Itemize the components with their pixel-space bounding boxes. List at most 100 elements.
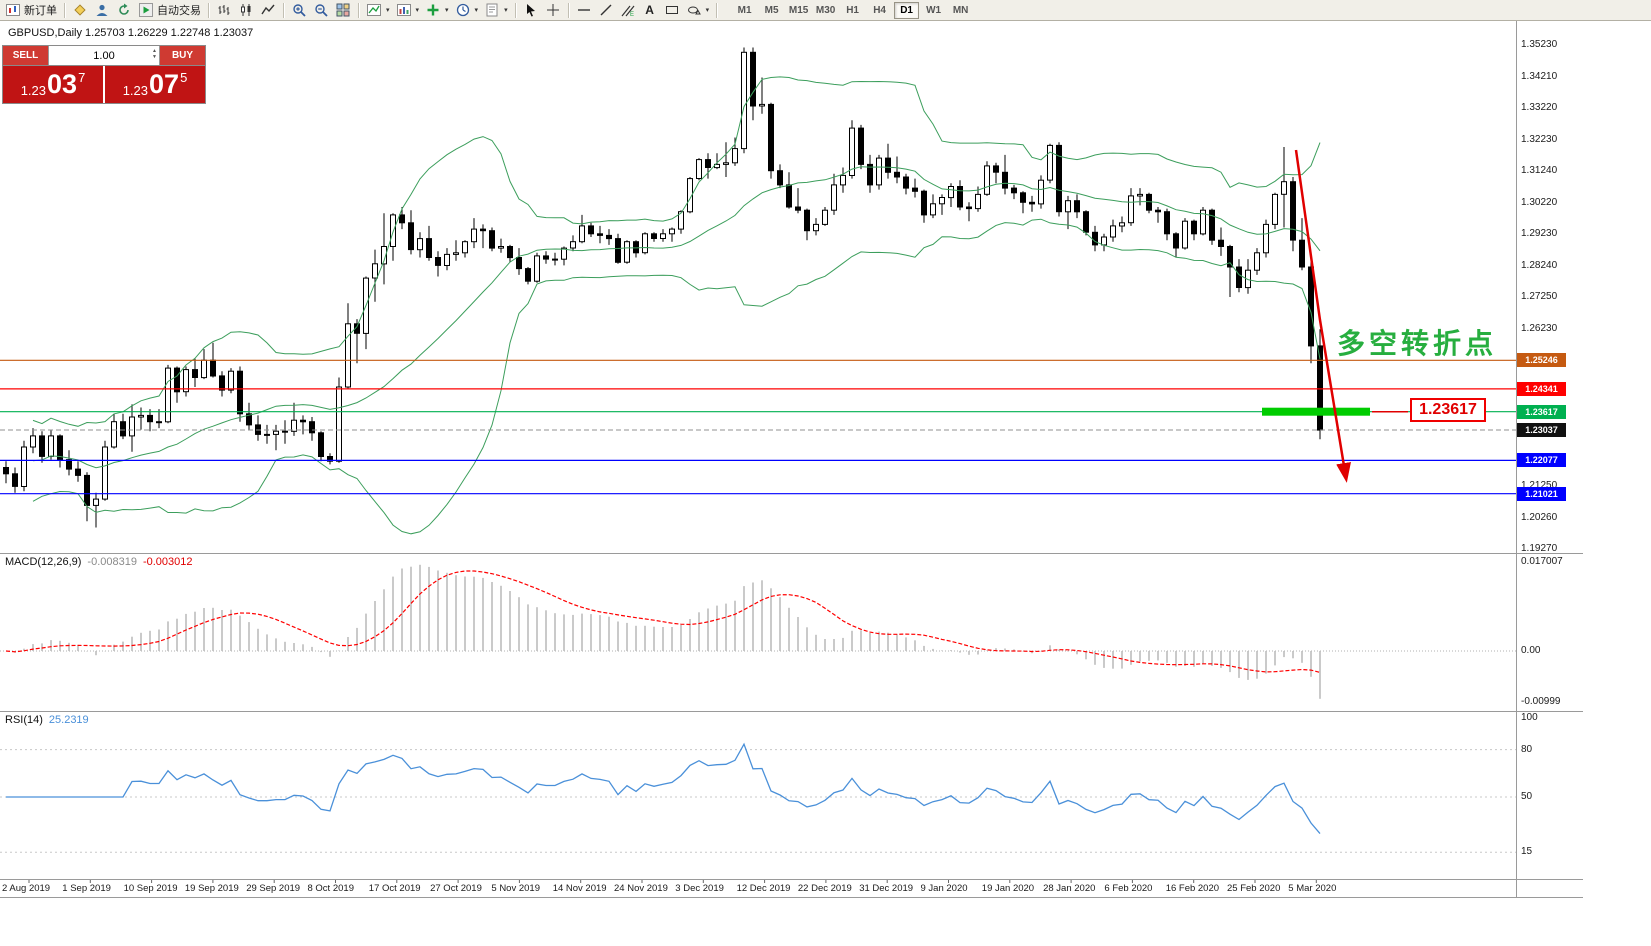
toolbar-separator [358, 2, 359, 18]
rsi-name: RSI(14) [5, 714, 43, 726]
timeframe-button-d1[interactable]: D1 [894, 1, 920, 19]
timeframe-button-m15[interactable]: M15 [788, 4, 809, 16]
indicators-icon [366, 2, 382, 18]
templates-icon [484, 2, 500, 18]
line-chart-icon [260, 2, 276, 18]
refresh-button[interactable] [113, 1, 135, 20]
zoom-in-button[interactable] [288, 1, 310, 20]
candlestick-chart-icon [238, 2, 254, 18]
buy-button[interactable]: BUY [160, 46, 205, 65]
date-axis-border [0, 879, 1583, 880]
toolbar-separator [514, 2, 516, 18]
profiles-icon [94, 2, 110, 18]
zoom-in-icon [291, 2, 307, 18]
text-icon: A [645, 3, 654, 17]
new-order-button[interactable]: 新订单 [2, 1, 60, 20]
candlestick-chart-button[interactable] [235, 1, 257, 20]
new-order-icon [5, 2, 21, 18]
timeframe-button-m5[interactable]: M5 [764, 4, 779, 16]
svg-text:E: E [630, 12, 634, 17]
templates-button[interactable]: ▾ [481, 1, 511, 20]
caret-down-icon: ▾ [705, 7, 710, 14]
crosshair-icon [545, 2, 561, 18]
crosshair-tool-button[interactable] [542, 1, 564, 20]
bid-pip-digit: 7 [78, 70, 86, 85]
toolbar: 新订单 自动交易 [0, 0, 1651, 21]
autotrading-button[interactable]: 自动交易 [135, 1, 204, 20]
tile-windows-icon [335, 2, 351, 18]
bid-big-digits: 03 [47, 69, 78, 99]
spinner-down-icon[interactable]: ▼ [152, 54, 157, 60]
macd-name: MACD(12,26,9) [5, 556, 82, 568]
caret-down-icon: ▾ [474, 7, 479, 14]
caret-down-icon: ▾ [415, 7, 420, 14]
bar-chart-button[interactable] [213, 1, 235, 20]
autotrading-icon [138, 2, 154, 18]
volume-value: 1.00 [93, 49, 115, 62]
timeframe-button-m1[interactable]: M1 [737, 4, 752, 16]
add-indicator-button[interactable]: ▾ [422, 1, 452, 20]
new-chart-icon [72, 2, 88, 18]
new-order-label: 新订单 [24, 5, 57, 17]
chart-list-icon [396, 2, 412, 18]
volume-spinner[interactable]: ▲ ▼ [152, 48, 157, 60]
macd-signal-value: -0.003012 [142, 556, 193, 568]
panel-separator[interactable] [0, 711, 1583, 712]
toolbar-separator [283, 2, 284, 18]
price-axis-border [1516, 21, 1517, 898]
chart-symbol-ohlc: GBPUSD,Daily 1.25703 1.26229 1.22748 1.2… [8, 27, 254, 39]
bar-chart-icon [216, 2, 232, 18]
equidistant-channel-icon: E [620, 2, 636, 18]
zoom-out-button[interactable] [310, 1, 332, 20]
shapes-icon [686, 2, 702, 18]
horizontal-line-tool-button[interactable] [573, 1, 595, 20]
add-indicator-icon [425, 2, 441, 18]
timeframe-button-m30[interactable]: M30 [815, 4, 836, 16]
periods-clock-icon [455, 2, 471, 18]
timeframe-button-w1[interactable]: W1 [926, 4, 942, 16]
text-tool-button[interactable]: A [639, 1, 661, 20]
spinner-up-icon[interactable]: ▲ [152, 48, 157, 54]
rectangle-tool-button[interactable] [661, 1, 683, 20]
ask-price-panel[interactable]: 1.23 07 5 [103, 66, 205, 103]
window-bottom-border [0, 897, 1583, 898]
caret-down-icon: ▾ [445, 7, 449, 14]
charts-list-button[interactable]: ▾ [393, 1, 423, 20]
toolbar-separator [64, 2, 65, 18]
profiles-button[interactable] [91, 1, 113, 20]
tile-windows-button[interactable] [332, 1, 354, 20]
macd-main-value: -0.008319 [87, 556, 137, 568]
toolbar-separator [716, 2, 718, 18]
cursor-tool-button[interactable] [520, 1, 542, 20]
rectangle-icon [664, 2, 680, 18]
toolbar-separator [567, 2, 569, 18]
indicators-button[interactable]: ▾ [363, 1, 393, 20]
ask-base: 1.23 [122, 83, 149, 98]
refresh-icon [116, 2, 132, 18]
line-chart-button[interactable] [257, 1, 279, 20]
timeframe-button-h1[interactable]: H1 [846, 4, 859, 16]
shapes-tool-button[interactable]: ▾ [683, 1, 713, 20]
cursor-icon [523, 2, 539, 18]
periods-button[interactable]: ▾ [452, 1, 482, 20]
caret-down-icon: ▾ [386, 7, 390, 14]
autotrading-label: 自动交易 [157, 5, 201, 17]
toolbar-separator [208, 2, 209, 18]
timeframe-button-h4[interactable]: H4 [873, 4, 886, 16]
sell-button[interactable]: SELL [3, 46, 48, 65]
volume-input[interactable]: 1.00 ▲ ▼ [48, 46, 160, 65]
price-callout-label: 1.23617 [1410, 398, 1486, 422]
bid-base: 1.23 [20, 83, 47, 98]
rsi-value: 25.2319 [48, 714, 89, 726]
chart-annotation-text: 多空转折点 [1337, 328, 1498, 359]
new-chart-button[interactable] [69, 1, 91, 20]
equidistant-channel-tool-button[interactable]: E [617, 1, 639, 20]
trendline-tool-button[interactable] [595, 1, 617, 20]
ask-pip-digit: 5 [180, 70, 188, 85]
rsi-label: RSI(14) 25.2319 [5, 714, 89, 726]
zoom-out-icon [313, 2, 329, 18]
timeframe-button-mn[interactable]: MN [952, 4, 969, 16]
panel-separator[interactable] [0, 553, 1583, 554]
bid-price-panel[interactable]: 1.23 03 7 [3, 66, 103, 103]
